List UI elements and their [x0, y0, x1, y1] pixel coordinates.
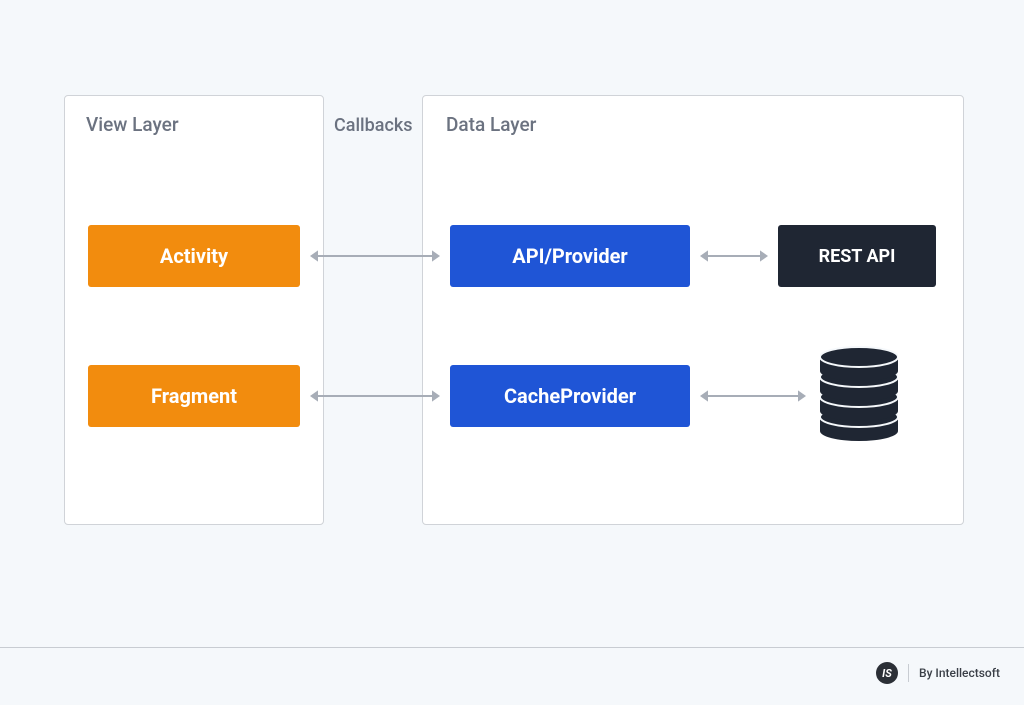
fragment-block: Fragment: [88, 365, 300, 427]
footer: IS By Intellectsoft: [876, 662, 1000, 684]
footer-vertical-divider: [908, 664, 909, 682]
api-provider-block: API/Provider: [450, 225, 690, 287]
intellectsoft-logo-icon: IS: [876, 662, 898, 684]
database-icon: [820, 345, 898, 443]
callbacks-label: Callbacks: [334, 115, 413, 136]
data-layer-title: Data Layer: [446, 113, 536, 136]
footer-divider-line: [0, 647, 1024, 648]
rest-api-block: REST API: [778, 225, 936, 287]
view-layer-title: View Layer: [86, 113, 179, 136]
cache-provider-block: CacheProvider: [450, 365, 690, 427]
view-layer-box: [64, 95, 324, 525]
activity-block: Activity: [88, 225, 300, 287]
footer-attribution: By Intellectsoft: [919, 666, 1000, 680]
data-layer-box: [422, 95, 964, 525]
diagram-canvas: View Layer Callbacks Data Layer Activity…: [0, 0, 1024, 705]
